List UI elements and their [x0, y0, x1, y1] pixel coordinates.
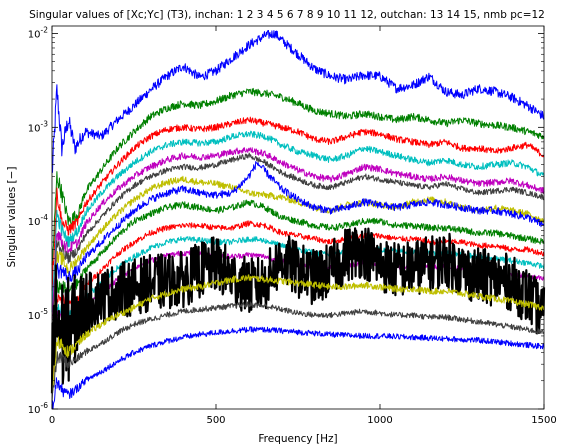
x-tick-label: 1000 [367, 415, 392, 426]
y-tick-label: 10-3 [28, 119, 48, 134]
series-line-13 [50, 227, 546, 394]
series-line-15 [51, 301, 545, 403]
series-line-4 [51, 130, 545, 313]
series-line-1 [51, 30, 545, 174]
x-tick-label: 1500 [531, 415, 556, 426]
series-line-14 [51, 274, 545, 394]
series-line-10 [51, 220, 545, 379]
y-tick-label: 10-5 [28, 307, 48, 322]
y-tick-label: 10-4 [28, 213, 48, 228]
series-line-9 [51, 199, 545, 368]
series-line-7 [51, 175, 545, 347]
y-tick-label: 10-2 [28, 25, 48, 40]
y-tick-label: 10-6 [28, 401, 48, 416]
series-line-5 [51, 147, 545, 319]
series-line-2 [51, 87, 545, 266]
series-line-8 [51, 161, 545, 348]
axes-frame [51, 25, 545, 410]
x-tick-label: 0 [49, 415, 55, 426]
y-axis-label: Singular values [−] [6, 166, 18, 267]
series-line-6 [51, 152, 545, 333]
series-group [50, 30, 546, 410]
ticks-group: 0 500 1000 1500 10-6 10-5 10-4 10-3 10-2 [28, 25, 557, 426]
series-line-3 [51, 116, 545, 291]
chart-title: Singular values of [Xc;Yc] (T3), inchan:… [29, 9, 545, 21]
x-tick-label: 500 [206, 415, 225, 426]
x-axis-label: Frequency [Hz] [258, 433, 337, 445]
series-line-16 [51, 326, 545, 410]
